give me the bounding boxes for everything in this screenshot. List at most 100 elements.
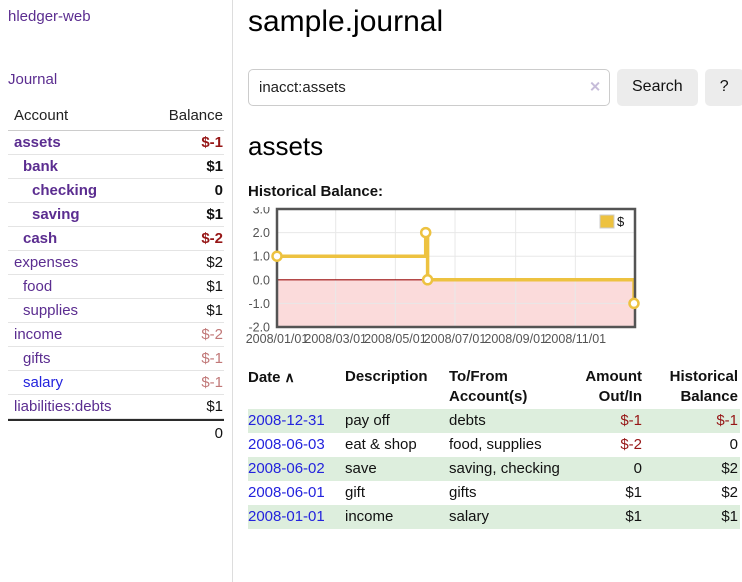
register-accounts: food, supplies [449, 435, 542, 453]
date-header-label: Date [248, 368, 281, 386]
register-row: 2008-06-02 save saving, checking 0 $2 [248, 456, 740, 481]
account-balance: $1 [206, 206, 223, 223]
account-balance: $1 [206, 278, 223, 295]
account-row: assets $-1 [8, 131, 224, 155]
balance-column-header-main: Historical Balance [669, 367, 738, 405]
account-link[interactable]: food [23, 278, 53, 295]
balance-column-header: Balance [168, 107, 223, 124]
register-date-link[interactable]: 2008-12-31 [248, 411, 325, 429]
help-button[interactable]: ? [704, 68, 742, 106]
account-link[interactable]: saving [32, 206, 80, 223]
register-description: gift [345, 483, 366, 501]
search-button[interactable]: Search [617, 68, 698, 106]
account-row: cash $-2 [8, 227, 224, 251]
account-link[interactable]: checking [32, 182, 98, 199]
register-row: 2008-01-01 income salary $1 $1 [248, 504, 740, 529]
register-balance: $2 [721, 459, 738, 477]
amount-column-header: Amount Out/In [585, 367, 642, 405]
register-description: pay off [345, 411, 390, 429]
svg-text:2008/01/01: 2008/01/01 [246, 332, 309, 346]
register-header: Date ∧ Description To/From Account(s) Amo… [248, 366, 740, 409]
sort-ascending-icon: ∧ [284, 368, 295, 385]
account-balance: 0 [214, 182, 223, 199]
register-amount: $-2 [620, 435, 642, 453]
register-date-link[interactable]: 2008-06-02 [248, 459, 325, 477]
account-row: liabilities:debts $1 [8, 395, 224, 419]
date-column-header[interactable]: Date ∧ [248, 367, 345, 407]
register-table: Date ∧ Description To/From Account(s) Amo… [248, 366, 740, 529]
register-row: 2008-12-31 pay off debts $-1 $-1 [248, 408, 740, 433]
account-link[interactable]: expenses [14, 254, 79, 271]
register-row: 2008-06-01 gift gifts $1 $2 [248, 481, 740, 505]
register-amount: $-1 [620, 411, 642, 429]
register-accounts: saving, checking [449, 459, 560, 477]
main-content: sample.journal ✕ Search ? assets Histori… [246, 0, 742, 529]
register-rows: 2008-12-31 pay off debts $-1 $-1 2008-06-03 ea… [248, 408, 740, 529]
account-balance: $-1 [201, 374, 223, 391]
account-balance: $2 [206, 254, 223, 271]
account-rows: assets $-1 bank $1 checking 0 saving $1 cash $-2 e… [8, 131, 224, 419]
svg-text:1.0: 1.0 [253, 249, 270, 263]
account-balance: $-1 [201, 350, 223, 367]
account-table-header: Account Balance [8, 104, 224, 131]
register-accounts: gifts [449, 483, 477, 501]
register-row: 2008-06-03 eat & shop food, supplies $-2 0 [248, 433, 740, 457]
svg-text:-1.0: -1.0 [248, 296, 270, 310]
account-row: checking 0 [8, 179, 224, 203]
register-description: eat & shop [345, 435, 417, 453]
register-description: save [345, 459, 377, 477]
account-balance: $1 [206, 302, 223, 319]
account-link[interactable]: salary [23, 374, 64, 391]
register-date-link[interactable]: 2008-01-01 [248, 507, 325, 525]
app-title: hledger-web [8, 8, 224, 25]
register-balance: $2 [721, 483, 738, 501]
svg-text:2.0: 2.0 [253, 226, 270, 240]
account-link[interactable]: income [14, 326, 63, 343]
description-column-header: Description [345, 367, 428, 385]
search-box: ✕ [248, 68, 610, 106]
svg-text:0.0: 0.0 [253, 273, 270, 287]
register-balance: $-1 [716, 411, 738, 429]
account-link[interactable]: cash [23, 230, 58, 247]
register-date-link[interactable]: 2008-06-03 [248, 435, 325, 453]
account-balance: $1 [206, 158, 223, 175]
account-balance: $1 [206, 398, 223, 415]
svg-text:2008/03/01: 2008/03/01 [304, 332, 367, 346]
svg-text:2008/09/01: 2008/09/01 [484, 332, 547, 346]
register-balance: $1 [721, 507, 738, 525]
balance-chart: $3.0 2.0 1.0 0.0 -1.0 -2.02008/01/012008/03/0… [246, 207, 640, 346]
account-link[interactable]: gifts [23, 350, 51, 367]
account-link[interactable]: assets [14, 134, 61, 151]
register-amount: $1 [625, 507, 642, 525]
account-balance: $-1 [201, 134, 223, 151]
register-balance: 0 [729, 435, 738, 453]
page-title: sample.journal [248, 5, 444, 38]
svg-text:2008/07/01: 2008/07/01 [424, 332, 487, 346]
search-input[interactable] [248, 68, 610, 106]
account-row: gifts $-1 [8, 347, 224, 371]
account-row: saving $1 [8, 203, 224, 227]
svg-text:$: $ [617, 214, 625, 229]
svg-text:-2.0: -2.0 [248, 320, 270, 334]
register-date-link[interactable]: 2008-06-01 [248, 483, 325, 501]
account-balance: $-2 [201, 326, 223, 343]
app-title-link[interactable]: hledger-web [8, 8, 91, 25]
account-link[interactable]: supplies [23, 302, 79, 319]
search-bar: ✕ Search ? [248, 68, 742, 106]
account-table: Account Balance assets $-1 bank $1 checking 0… [8, 104, 224, 446]
account-row: food $1 [8, 275, 224, 299]
register-accounts: debts [449, 411, 486, 429]
sidebar-item-journal[interactable]: Journal [8, 71, 58, 88]
account-row: bank $1 [8, 155, 224, 179]
clear-search-icon[interactable]: ✕ [589, 78, 601, 95]
total-balance: 0 [214, 425, 223, 442]
sidebar: hledger-web Journal Account Balance asse… [0, 0, 233, 582]
chart-label: Historical Balance: [248, 182, 384, 200]
account-row: salary $-1 [8, 371, 224, 395]
register-amount: $1 [625, 483, 642, 501]
account-link[interactable]: liabilities:debts [14, 398, 112, 415]
account-heading: assets [248, 130, 324, 161]
register-accounts: salary [449, 507, 490, 525]
accounts-column-header: To/From Account(s) [449, 367, 528, 405]
account-link[interactable]: bank [23, 158, 59, 175]
